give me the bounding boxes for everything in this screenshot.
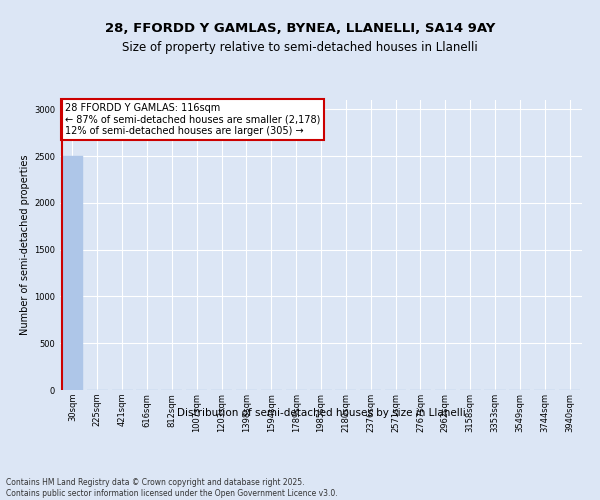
- Text: 28, FFORDD Y GAMLAS, BYNEA, LLANELLI, SA14 9AY: 28, FFORDD Y GAMLAS, BYNEA, LLANELLI, SA…: [105, 22, 495, 36]
- Bar: [62, 156, 83, 390]
- Text: Contains HM Land Registry data © Crown copyright and database right 2025.
Contai: Contains HM Land Registry data © Crown c…: [6, 478, 338, 498]
- Y-axis label: Number of semi-detached properties: Number of semi-detached properties: [20, 155, 30, 336]
- Text: 28 FFORDD Y GAMLAS: 116sqm
← 87% of semi-detached houses are smaller (2,178)
12%: 28 FFORDD Y GAMLAS: 116sqm ← 87% of semi…: [65, 103, 320, 136]
- Text: Size of property relative to semi-detached houses in Llanelli: Size of property relative to semi-detach…: [122, 41, 478, 54]
- Text: Distribution of semi-detached houses by size in Llanelli: Distribution of semi-detached houses by …: [176, 408, 466, 418]
